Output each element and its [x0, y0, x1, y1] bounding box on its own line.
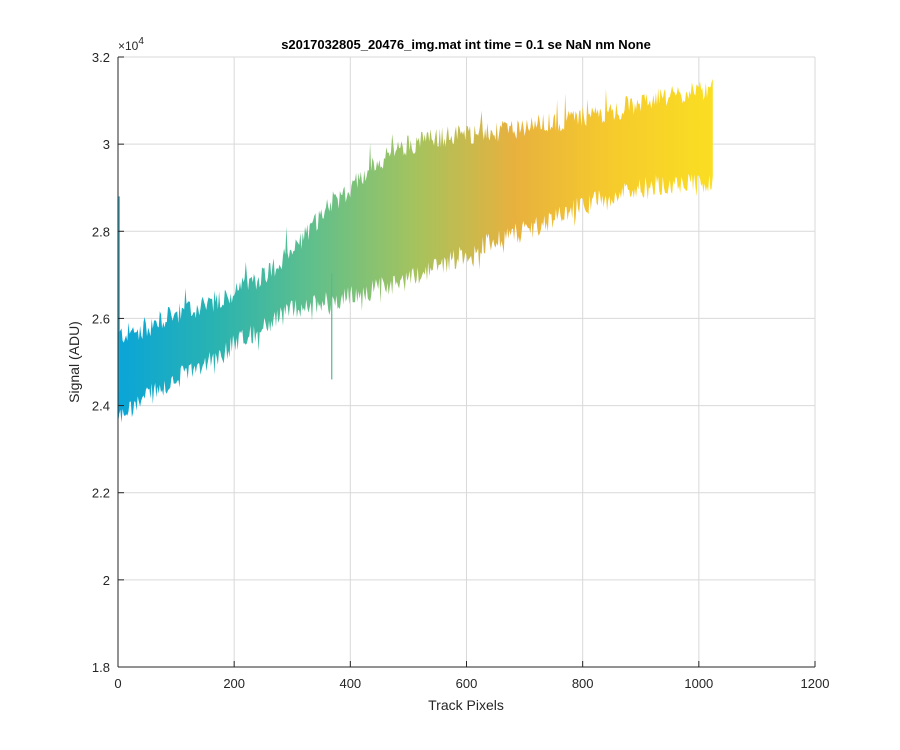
x-tick-label-6: 1200 [801, 676, 830, 691]
y-tick-labels: 1.8 2 2.2 2.4 2.6 2.8 3 3.2 [92, 50, 110, 675]
x-tick-label-2: 400 [339, 676, 361, 691]
y-tick-label-3: 2.4 [92, 399, 110, 414]
y-tick-label-7: 3.2 [92, 50, 110, 65]
y-tick-label-1: 2 [103, 573, 110, 588]
y-exponent-power: 4 [138, 36, 144, 47]
data-layer [118, 78, 713, 423]
y-exponent-label: ×104 [118, 36, 144, 53]
y-tick-label-0: 1.8 [92, 660, 110, 675]
x-tick-label-3: 600 [456, 676, 478, 691]
y-axis-label: Signal (ADU) [66, 321, 82, 403]
axes [117, 56, 816, 668]
x-tick-label-5: 1000 [684, 676, 713, 691]
chart-title: s2017032805_20476_img.mat int time = 0.1… [281, 37, 651, 52]
y-tick-label-6: 3 [103, 137, 110, 152]
x-tick-label-1: 200 [223, 676, 245, 691]
x-tick-label-4: 800 [572, 676, 594, 691]
y-tick-label-5: 2.8 [92, 224, 110, 239]
series-band-0 [118, 78, 713, 423]
x-tick-labels: 0 200 400 600 800 1000 1200 [114, 676, 829, 691]
x-tick-label-0: 0 [114, 676, 121, 691]
y-tick-label-2: 2.2 [92, 486, 110, 501]
x-axis-label: Track Pixels [428, 697, 504, 713]
y-exponent-base: ×10 [118, 39, 139, 53]
y-tick-label-4: 2.6 [92, 311, 110, 326]
